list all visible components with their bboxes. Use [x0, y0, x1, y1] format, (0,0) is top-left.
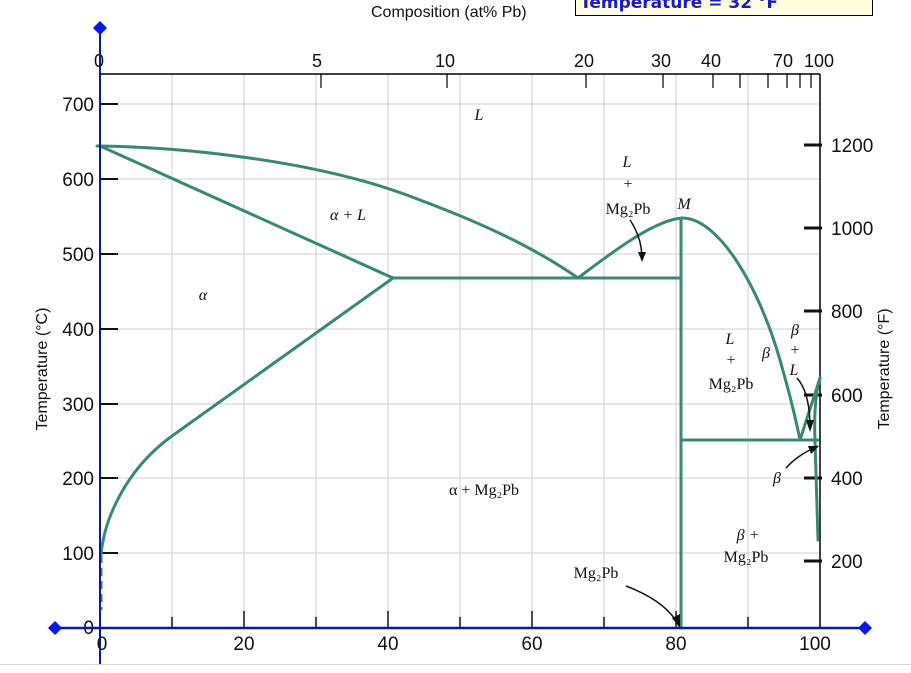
- left-tick-500: 500: [62, 245, 94, 266]
- bottom-tick-20: 20: [233, 634, 254, 655]
- label-mg2pb-compound: Mg₂Pb: [574, 565, 619, 582]
- label-liquid: L: [474, 107, 484, 124]
- label-beta-mg2pb-mg2pb: Mg₂Pb: [724, 549, 769, 566]
- label-alpha: α: [199, 287, 208, 304]
- left-tick-300: 300: [62, 395, 94, 416]
- top-tick-20: 20: [574, 51, 594, 71]
- composition-cursor-handle[interactable]: [93, 21, 107, 35]
- arrow-heads: [638, 252, 819, 628]
- region-labels: L α + L α L + Mg₂Pb M L + Mg₂Pb β β + L …: [199, 107, 800, 582]
- left-axis-title: Temperature (°C): [34, 308, 51, 431]
- label-alpha-plus-mg2pb: α + Mg₂Pb: [449, 482, 519, 499]
- label-beta-mg2pb-beta: β +: [736, 527, 760, 544]
- bottom-axis-labels: 0 20 40 60 80 100: [97, 634, 831, 655]
- label-l-mg2pb-right-l: L: [725, 331, 735, 348]
- mg2pb-liquidus-right: [680, 216, 802, 442]
- mg2pb-liquidus-left: [576, 216, 684, 280]
- left-tick-100: 100: [62, 544, 94, 565]
- right-axis-title: Temperature (°F): [876, 308, 893, 429]
- temperature-cursor-handle-left[interactable]: [48, 621, 62, 635]
- alpha-liquidus: [95, 144, 580, 280]
- right-axis-labels: 1200 1000 800 600 400 200: [831, 136, 873, 573]
- left-tick-200: 200: [62, 469, 94, 490]
- label-l-mg2pb-right-mg2pb: Mg₂Pb: [709, 376, 754, 393]
- left-tick-400: 400: [62, 320, 94, 341]
- right-axis-ticks: [804, 143, 822, 563]
- label-beta-l-l: L: [789, 362, 799, 379]
- top-tick-100: 100: [804, 51, 834, 71]
- top-tick-40: 40: [701, 51, 721, 71]
- alpha-solvus: [99, 276, 395, 557]
- alpha-solidus: [98, 144, 395, 280]
- bottom-tick-0: 0: [97, 634, 108, 655]
- right-tick-400: 400: [831, 469, 863, 490]
- top-tick-70: 70: [773, 51, 793, 71]
- top-tick-30: 30: [651, 51, 671, 71]
- bottom-tick-40: 40: [377, 634, 398, 655]
- arrow-mg2pb-compound: [625, 585, 680, 627]
- label-beta-l-beta: β: [790, 322, 799, 339]
- left-tick-700: 700: [62, 95, 94, 116]
- label-l-mg2pb-right-plus: +: [726, 352, 735, 369]
- right-tick-1000: 1000: [831, 219, 873, 240]
- label-point-m: M: [676, 196, 692, 213]
- top-axis-title: Composition (at% Pb): [371, 4, 527, 21]
- bottom-divider: [0, 664, 911, 665]
- label-beta: β: [772, 470, 781, 487]
- temperature-cursor-handle-right[interactable]: [858, 621, 872, 635]
- beta-solidus: [813, 376, 822, 542]
- temperature-readout: Temperature = 32 °F: [575, 0, 873, 16]
- right-tick-600: 600: [831, 386, 863, 407]
- label-alpha-plus-liquid: α + L: [330, 207, 366, 224]
- right-tick-200: 200: [831, 552, 863, 573]
- right-tick-800: 800: [831, 302, 863, 323]
- label-arrows: [625, 219, 819, 627]
- left-axis-labels: 0 100 200 300 400 500 600 700: [62, 95, 94, 639]
- top-tick-5: 5: [312, 51, 322, 71]
- left-axis-ticks: [100, 103, 118, 554]
- bottom-tick-80: 80: [665, 634, 686, 655]
- phase-boundaries: [95, 144, 822, 630]
- label-l-mg2pb-left-mg2pb: Mg₂Pb: [606, 201, 651, 218]
- bottom-tick-60: 60: [521, 634, 542, 655]
- bottom-tick-100: 100: [799, 634, 831, 655]
- label-l-mg2pb-left-l: L: [622, 154, 632, 171]
- top-axis-labels: 0 5 10 20 30 40 70 100: [94, 51, 834, 71]
- label-l-mg2pb-left-plus: +: [623, 176, 632, 193]
- label-beta-l-plus: +: [790, 342, 799, 359]
- right-tick-1200: 1200: [831, 136, 873, 157]
- top-axis-ticks: [320, 74, 812, 88]
- label-beta-liquidus: β: [761, 345, 770, 362]
- grid: [100, 74, 820, 628]
- left-tick-600: 600: [62, 170, 94, 191]
- top-tick-10: 10: [435, 51, 455, 71]
